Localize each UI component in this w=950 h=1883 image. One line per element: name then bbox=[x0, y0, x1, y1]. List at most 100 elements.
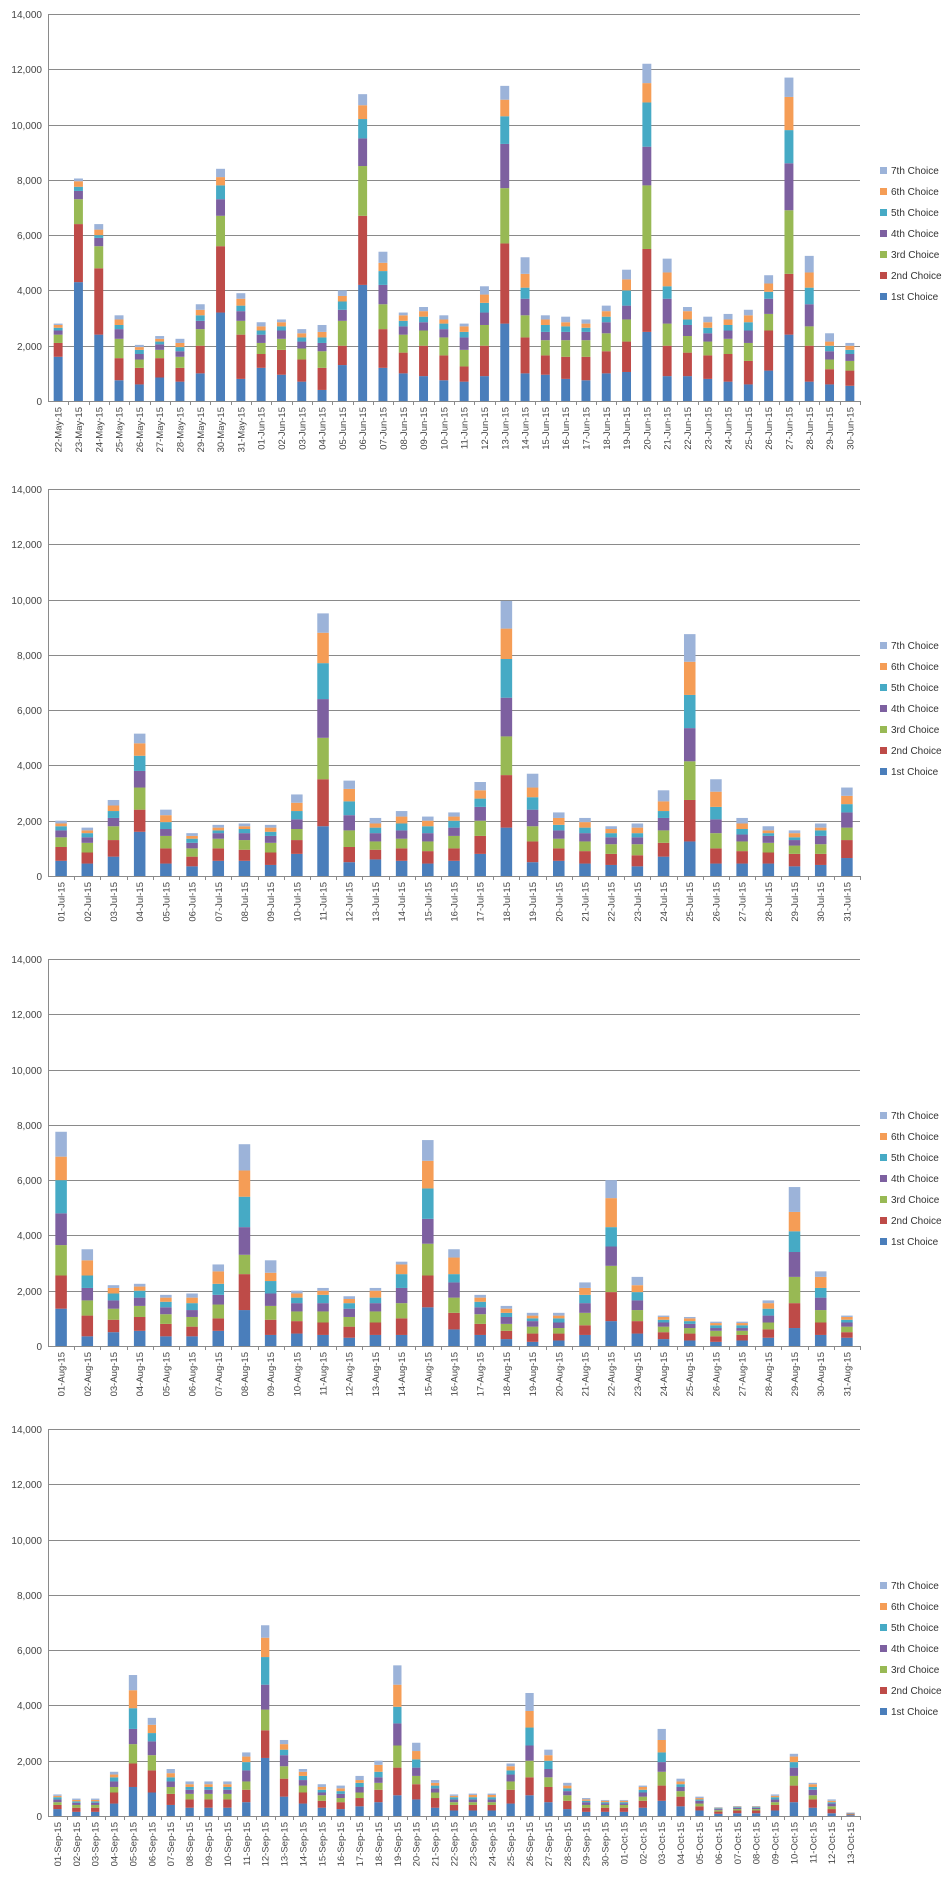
legend-label: 4th Choice bbox=[891, 704, 939, 715]
bar-segment bbox=[74, 282, 83, 401]
bar-segment bbox=[82, 864, 94, 876]
bar-segment bbox=[488, 1802, 496, 1805]
bar-segment bbox=[186, 1327, 198, 1337]
bar-segment bbox=[784, 210, 793, 274]
bar-segment bbox=[399, 353, 408, 374]
bar-segment bbox=[582, 1805, 590, 1808]
bar-segment bbox=[242, 1802, 250, 1816]
bar-segment bbox=[242, 1790, 250, 1802]
x-tick-label: 27-Sep-15 bbox=[544, 1822, 555, 1866]
bar-segment bbox=[620, 1812, 628, 1816]
bar-segment bbox=[186, 843, 198, 849]
bar-segment bbox=[676, 1781, 684, 1784]
bar-segment bbox=[134, 1331, 146, 1346]
bar-segment bbox=[186, 833, 198, 836]
y-tick-label: 14,000 bbox=[11, 1425, 42, 1436]
bar-segment bbox=[632, 855, 644, 866]
y-tick-label: 12,000 bbox=[11, 1010, 42, 1021]
bar-segment bbox=[291, 1303, 303, 1311]
bar-segment bbox=[521, 315, 530, 337]
bar-segment bbox=[439, 380, 448, 401]
x-tick-label: 05-Jun-15 bbox=[338, 407, 349, 450]
bar-segment bbox=[108, 1332, 120, 1346]
bar-segment bbox=[658, 811, 670, 818]
bar-segment bbox=[419, 376, 428, 401]
bar-segment bbox=[521, 373, 530, 401]
bar-segment bbox=[684, 695, 696, 728]
bar-segment bbox=[236, 293, 245, 299]
bar-segment bbox=[393, 1665, 401, 1684]
bar-segment bbox=[501, 1331, 513, 1339]
x-tick-label: 29-Sep-15 bbox=[582, 1822, 593, 1866]
bar-segment bbox=[764, 299, 773, 314]
bar-segment bbox=[236, 321, 245, 335]
bar-segment bbox=[527, 841, 539, 862]
bar-segment bbox=[129, 1690, 137, 1708]
bar-segment bbox=[450, 1794, 458, 1795]
bar-segment bbox=[108, 857, 120, 876]
bar-segment bbox=[784, 163, 793, 210]
bar-segment bbox=[790, 1762, 798, 1768]
bar-segment bbox=[448, 836, 460, 848]
bar-segment bbox=[676, 1779, 684, 1782]
bar-segment bbox=[55, 826, 67, 830]
bar-segment bbox=[196, 329, 205, 346]
bar-segment bbox=[355, 1776, 363, 1780]
bar-segment bbox=[223, 1794, 231, 1800]
bar-segment bbox=[82, 1316, 94, 1337]
bar-segment bbox=[370, 833, 382, 841]
bar-segment bbox=[257, 368, 266, 401]
bar-segment bbox=[710, 1336, 722, 1342]
bar-segment bbox=[53, 1805, 61, 1809]
bar-segment bbox=[724, 354, 733, 382]
bar-segment bbox=[736, 829, 748, 835]
bar-segment bbox=[480, 295, 489, 303]
bar-segment bbox=[744, 331, 753, 343]
x-tick-label: 02-Sep-15 bbox=[72, 1822, 83, 1866]
bar-segment bbox=[257, 354, 266, 368]
bar-segment bbox=[541, 315, 550, 319]
bar-segment bbox=[374, 1765, 382, 1772]
bar-segment bbox=[280, 1750, 288, 1756]
bar-segment bbox=[94, 224, 103, 230]
bar-segment bbox=[204, 1781, 212, 1784]
bar-segment bbox=[110, 1775, 118, 1778]
bar-segment bbox=[553, 1318, 565, 1322]
bar-segment bbox=[299, 1772, 307, 1776]
bar-segment bbox=[55, 1132, 67, 1157]
bar-segment bbox=[160, 1295, 172, 1298]
bar-segment bbox=[642, 64, 651, 83]
bar-segment bbox=[658, 1752, 666, 1762]
bar-segment bbox=[733, 1809, 741, 1810]
bar-segment bbox=[317, 699, 329, 738]
bar-segment bbox=[450, 1810, 458, 1816]
bar-segment bbox=[789, 833, 801, 837]
x-tick-label: 06-Jul-15 bbox=[188, 882, 199, 922]
bar-segment bbox=[507, 1790, 515, 1804]
bar-segment bbox=[579, 1282, 591, 1288]
bar-segment bbox=[239, 826, 251, 829]
bar-segment bbox=[845, 346, 854, 350]
bar-segment bbox=[601, 1805, 609, 1808]
bar-segment bbox=[601, 1804, 609, 1805]
x-tick-label: 10-Oct-15 bbox=[789, 1822, 800, 1864]
bar-segment bbox=[55, 1180, 67, 1213]
bar-segment bbox=[771, 1802, 779, 1805]
bar-segment bbox=[291, 1298, 303, 1304]
bar-segment bbox=[469, 1805, 477, 1811]
bar-segment bbox=[544, 1787, 552, 1802]
bar-segment bbox=[815, 1335, 827, 1346]
x-tick-label: 15-Jul-15 bbox=[423, 882, 434, 922]
bar-segment bbox=[620, 1804, 628, 1805]
bar-segment bbox=[474, 790, 486, 798]
bar-segment bbox=[317, 1288, 329, 1291]
bar-segment bbox=[710, 819, 722, 833]
y-tick-label: 8,000 bbox=[17, 1121, 42, 1132]
bar-segment bbox=[160, 1307, 172, 1314]
bar-segment bbox=[527, 797, 539, 809]
x-tick-label: 30-Jun-15 bbox=[845, 407, 856, 450]
bar-segment bbox=[789, 1277, 801, 1303]
bar-segment bbox=[563, 1791, 571, 1795]
bar-segment bbox=[501, 1309, 513, 1313]
bar-segment bbox=[714, 1814, 722, 1816]
